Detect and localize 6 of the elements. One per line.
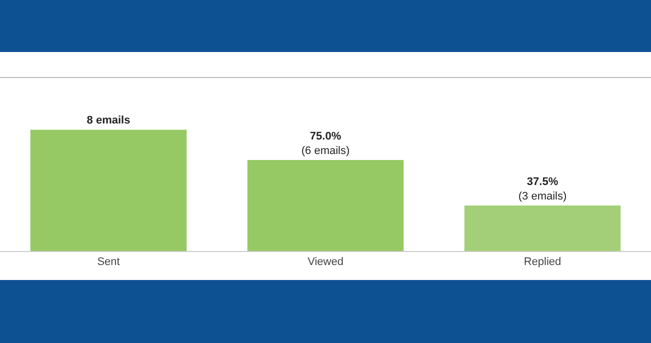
data-label: 75.0% (6 emails) bbox=[301, 130, 350, 158]
data-label: 8 emails bbox=[86, 114, 130, 127]
data-label: 37.5% (3 emails) bbox=[518, 176, 567, 203]
x-tick-label: Replied bbox=[524, 256, 562, 268]
x-tick-label: Sent bbox=[97, 256, 120, 268]
x-tick-label: Viewed bbox=[308, 256, 344, 268]
